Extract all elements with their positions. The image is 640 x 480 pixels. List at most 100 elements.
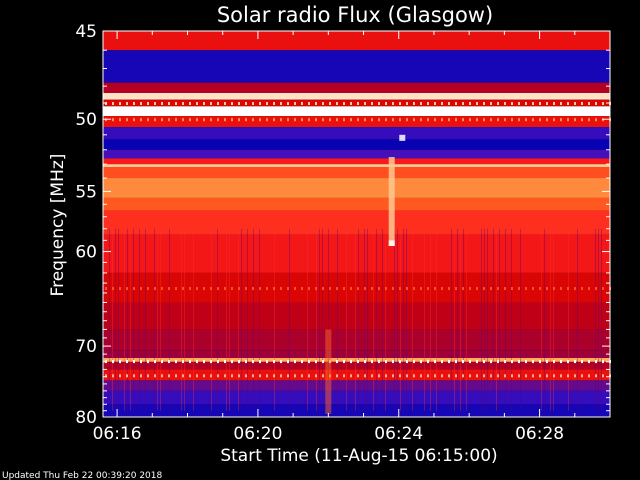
interference-dot bbox=[126, 374, 128, 378]
interference-dot bbox=[476, 374, 478, 378]
interference-dot bbox=[147, 360, 149, 364]
interference-dot bbox=[511, 360, 513, 364]
texture-streak bbox=[496, 228, 497, 411]
interference-dot bbox=[357, 102, 359, 106]
interference-dot bbox=[301, 360, 303, 364]
interference-dot bbox=[245, 360, 247, 364]
y-tick-label: 50 bbox=[75, 110, 97, 130]
frequency-band bbox=[103, 197, 610, 211]
interference-dot bbox=[294, 102, 296, 106]
interference-dot bbox=[343, 118, 345, 122]
interference-dot bbox=[147, 287, 149, 291]
interference-dot bbox=[273, 374, 275, 378]
interference-dot bbox=[497, 102, 499, 106]
y-axis: 45 50 55 60 70 80 bbox=[75, 22, 610, 428]
interference-dot bbox=[350, 360, 352, 364]
interference-dot bbox=[140, 287, 142, 291]
interference-dot bbox=[567, 287, 569, 291]
interference-dot bbox=[532, 118, 534, 122]
interference-dot bbox=[504, 360, 506, 364]
interference-dot bbox=[217, 287, 219, 291]
texture-streak bbox=[403, 228, 404, 411]
interference-dot bbox=[378, 287, 380, 291]
interference-dot bbox=[581, 287, 583, 291]
interference-dot bbox=[434, 287, 436, 291]
x-axis: 06:16 06:20 06:24 06:28 bbox=[93, 31, 611, 444]
texture-streak bbox=[601, 228, 602, 411]
interference-dot bbox=[420, 374, 422, 378]
interference-dot bbox=[546, 102, 548, 106]
interference-dot bbox=[364, 102, 366, 106]
plot-frame bbox=[102, 30, 611, 418]
interference-dot bbox=[161, 374, 163, 378]
interference-dot bbox=[434, 374, 436, 378]
interference-dot bbox=[434, 360, 436, 364]
frequency-band bbox=[103, 234, 610, 273]
interference-dot bbox=[119, 118, 121, 122]
interference-dot bbox=[182, 118, 184, 122]
interference-dot bbox=[441, 374, 443, 378]
texture-streak bbox=[451, 228, 452, 411]
interference-dot bbox=[518, 360, 520, 364]
interference-dot bbox=[168, 360, 170, 364]
interference-dot bbox=[371, 118, 373, 122]
frequency-band bbox=[103, 210, 610, 235]
interference-dot bbox=[161, 360, 163, 364]
interference-dot bbox=[350, 102, 352, 106]
interference-dot bbox=[553, 118, 555, 122]
interference-dot bbox=[217, 374, 219, 378]
interference-dot bbox=[203, 374, 205, 378]
interference-dot bbox=[455, 374, 457, 378]
interference-dot bbox=[343, 102, 345, 106]
interference-dot bbox=[385, 102, 387, 106]
burst-event bbox=[388, 240, 395, 247]
interference-dot bbox=[602, 102, 604, 106]
interference-dot bbox=[532, 287, 534, 291]
interference-dot bbox=[490, 374, 492, 378]
texture-streak bbox=[328, 228, 329, 411]
texture-streak bbox=[247, 228, 248, 411]
x-tick-label: 06:20 bbox=[233, 424, 282, 444]
interference-dot bbox=[518, 374, 520, 378]
interference-dot bbox=[175, 118, 177, 122]
interference-dot bbox=[154, 360, 156, 364]
texture-streak bbox=[241, 228, 242, 411]
texture-streak bbox=[346, 228, 347, 411]
interference-dot bbox=[392, 118, 394, 122]
interference-dot bbox=[245, 102, 247, 106]
texture-streak bbox=[520, 228, 521, 411]
interference-dot bbox=[588, 360, 590, 364]
interference-dot bbox=[525, 287, 527, 291]
interference-dot bbox=[469, 118, 471, 122]
interference-dot bbox=[567, 118, 569, 122]
interference-dot bbox=[504, 287, 506, 291]
interference-dot bbox=[476, 118, 478, 122]
interference-dot bbox=[315, 360, 317, 364]
texture-streak bbox=[481, 228, 482, 411]
texture-streak bbox=[193, 228, 194, 411]
interference-dot bbox=[441, 102, 443, 106]
interference-dot bbox=[581, 102, 583, 106]
interference-dot bbox=[357, 287, 359, 291]
interference-dot bbox=[602, 287, 604, 291]
frequency-band bbox=[103, 178, 610, 198]
texture-streak bbox=[229, 228, 230, 411]
interference-dot bbox=[399, 360, 401, 364]
interference-dot bbox=[266, 287, 268, 291]
frequency-band bbox=[103, 99, 610, 107]
interference-dot bbox=[553, 360, 555, 364]
interference-dot bbox=[259, 360, 261, 364]
interference-dot bbox=[175, 374, 177, 378]
texture-streak bbox=[493, 228, 494, 411]
interference-dot bbox=[259, 374, 261, 378]
interference-dot bbox=[385, 118, 387, 122]
interference-dot bbox=[336, 360, 338, 364]
interference-dot bbox=[315, 118, 317, 122]
interference-dot bbox=[455, 118, 457, 122]
interference-dot bbox=[595, 102, 597, 106]
interference-dot bbox=[448, 118, 450, 122]
interference-dot bbox=[434, 102, 436, 106]
texture-streak bbox=[337, 228, 338, 411]
interference-dot bbox=[189, 102, 191, 106]
interference-dot bbox=[469, 102, 471, 106]
